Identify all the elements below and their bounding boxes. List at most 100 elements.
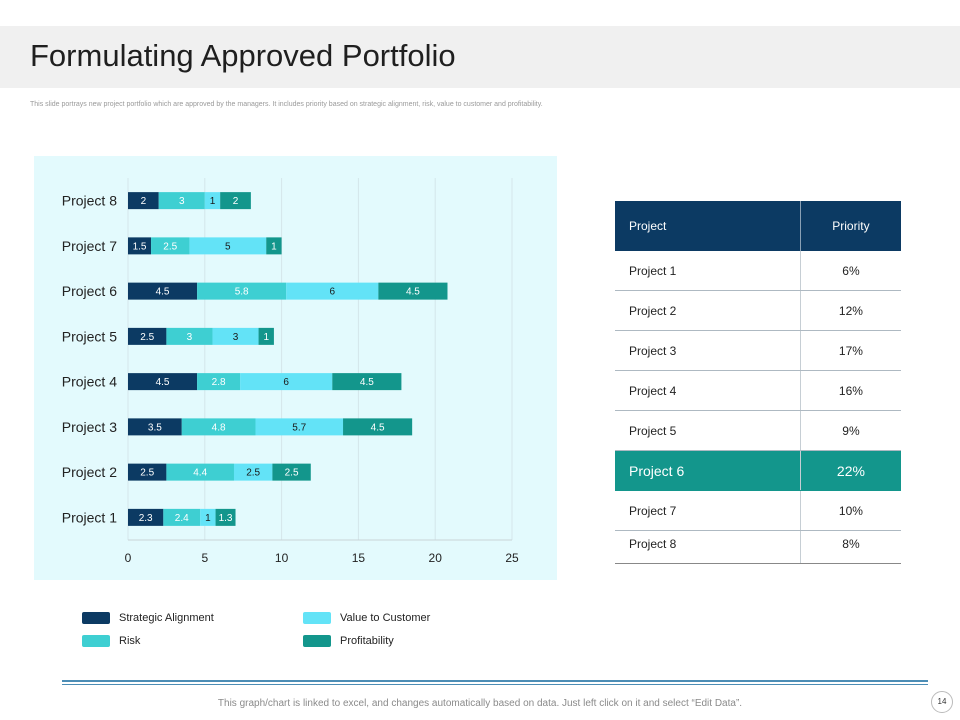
cell-project: Project 3: [615, 330, 801, 371]
data-label: 6: [330, 287, 336, 298]
category-label: Project 3: [62, 419, 117, 435]
table-row: Project 8 8%: [615, 530, 901, 564]
x-tick-label: 15: [352, 551, 366, 565]
cell-project: Project 1: [615, 251, 801, 291]
cell-project: Project 8: [615, 530, 801, 564]
bar-segment: [378, 282, 448, 300]
table-row: Project 5 9%: [615, 410, 901, 451]
bar-segment: [158, 192, 205, 210]
header-priority: Priority: [799, 201, 901, 251]
footer-divider: [62, 680, 928, 682]
data-label: 5.7: [292, 422, 306, 433]
slide-subtitle: This slide portrays new project portfoli…: [30, 101, 543, 108]
bar-segment: [215, 508, 236, 526]
data-label: 3: [187, 332, 193, 343]
footer-divider-thin: [62, 684, 928, 685]
bar-segment: [266, 237, 282, 255]
category-label: Project 4: [62, 374, 117, 390]
cell-project: Project 5: [615, 410, 801, 451]
bar-segment: [128, 327, 167, 345]
bar-segment: [220, 192, 251, 210]
bar-segment: [197, 373, 241, 391]
table-row-highlighted: Project 6 22%: [615, 450, 901, 491]
bar-segment: [128, 373, 198, 391]
table-header-row: Project Priority: [615, 201, 901, 251]
table-row: Project 2 12%: [615, 290, 901, 331]
bar-segment: [200, 508, 216, 526]
cell-priority: 9%: [799, 410, 901, 451]
data-label: 1: [210, 196, 216, 207]
cell-priority: 22%: [799, 450, 901, 491]
bar-segment: [128, 237, 152, 255]
bar-segment: [233, 463, 273, 481]
legend-swatch-risk: [82, 635, 110, 647]
cell-priority: 10%: [799, 490, 901, 531]
bar-segment: [240, 373, 333, 391]
x-tick-label: 5: [201, 551, 208, 565]
data-label: 2.4: [175, 513, 189, 524]
category-label: Project 8: [62, 193, 117, 209]
cell-project: Project 6: [615, 450, 801, 491]
data-label: 1: [271, 241, 277, 252]
category-label: Project 2: [62, 464, 117, 480]
bar-segment: [128, 282, 198, 300]
x-tick-label: 25: [505, 551, 519, 565]
cell-priority: 16%: [799, 370, 901, 411]
legend-swatch-strategic-alignment: [82, 612, 110, 624]
data-label: 2.5: [140, 332, 154, 343]
data-label: 2.5: [163, 241, 177, 252]
data-label: 4.5: [156, 377, 170, 388]
cell-project: Project 4: [615, 370, 801, 411]
category-label: Project 6: [62, 283, 117, 299]
data-label: 4.5: [156, 287, 170, 298]
data-label: 2.5: [140, 468, 154, 479]
data-label: 5: [225, 241, 231, 252]
bar-segment: [332, 373, 402, 391]
data-label: 2.3: [139, 513, 153, 524]
legend-label: Value to Customer: [340, 612, 431, 624]
data-label: 2.5: [246, 468, 260, 479]
data-label: 1.3: [219, 513, 233, 524]
bar-segment: [255, 418, 344, 436]
cell-priority: 8%: [799, 530, 901, 564]
bar-segment: [128, 508, 164, 526]
title-band: [0, 26, 960, 88]
legend-swatch-profitability: [303, 635, 331, 647]
legend-swatch-value-to-customer: [303, 612, 331, 624]
x-tick-label: 20: [429, 551, 443, 565]
data-label: 4.8: [212, 422, 226, 433]
x-tick-label: 10: [275, 551, 289, 565]
legend-label: Profitability: [340, 635, 394, 647]
data-label: 2: [141, 196, 147, 207]
category-label: Project 7: [62, 238, 117, 254]
cell-priority: 17%: [799, 330, 901, 371]
data-label: 2.5: [285, 468, 299, 479]
data-label: 4.5: [371, 422, 385, 433]
cell-priority: 6%: [799, 251, 901, 291]
legend-label: Strategic Alignment: [119, 612, 214, 624]
bar-segment: [189, 237, 267, 255]
bar-segment: [197, 282, 287, 300]
page-number: 14: [931, 691, 953, 713]
bar-segment: [128, 418, 182, 436]
table-row: Project 7 10%: [615, 490, 901, 531]
table-row: Project 1 6%: [615, 251, 901, 291]
data-label: 3: [233, 332, 239, 343]
bar-segment: [166, 327, 213, 345]
data-label: 4.4: [193, 468, 207, 479]
table-row: Project 4 16%: [615, 370, 901, 411]
bar-segment: [128, 192, 159, 210]
bar-segment: [204, 192, 221, 210]
data-label: 1: [205, 513, 211, 524]
bar-segment: [286, 282, 379, 300]
data-label: 3: [179, 196, 185, 207]
bar-segment: [166, 463, 234, 481]
category-label: Project 5: [62, 328, 117, 344]
data-label: 1.5: [133, 241, 147, 252]
table-row: Project 3 17%: [615, 330, 901, 371]
cell-project: Project 2: [615, 290, 801, 331]
footer-note: This graph/chart is linked to excel, and…: [217, 698, 743, 709]
bar-segment: [181, 418, 256, 436]
cell-priority: 12%: [799, 290, 901, 331]
x-tick-label: 0: [125, 551, 132, 565]
